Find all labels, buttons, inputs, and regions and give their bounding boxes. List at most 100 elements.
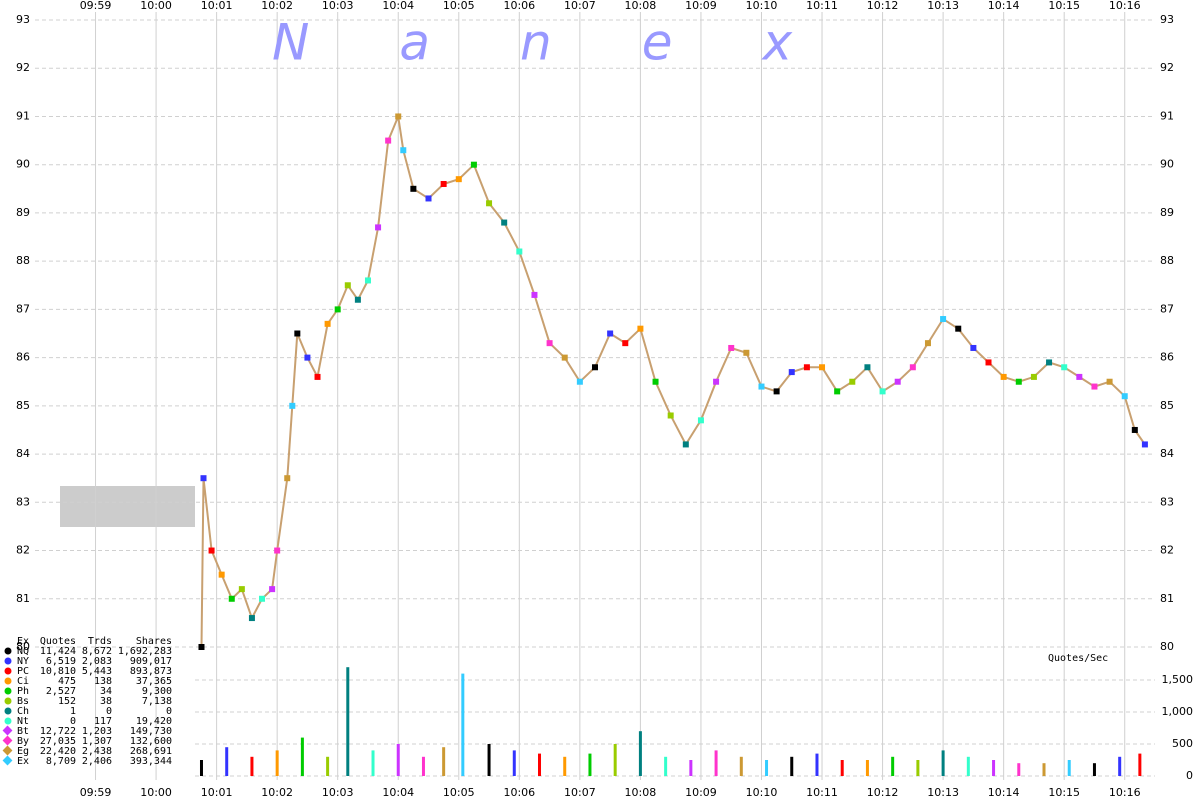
price-marker	[259, 595, 266, 602]
legend-cell: 268,691	[130, 746, 172, 757]
y-tick-label-right: 81	[1160, 592, 1174, 605]
price-marker	[284, 475, 291, 482]
price-marker	[269, 586, 276, 593]
volume-bar	[815, 753, 819, 776]
x-tick-label: 10:13	[927, 786, 959, 799]
volume-bar	[275, 750, 279, 776]
price-marker	[728, 344, 735, 351]
legend-cell: 2,083	[82, 656, 112, 667]
volume-bar	[250, 756, 254, 776]
legend-cell: 7,138	[142, 696, 172, 707]
volume-bar	[765, 760, 769, 776]
x-tick-label: 10:14	[988, 786, 1020, 799]
legend-cell: 11,424	[40, 646, 76, 657]
legend-cell: 893,873	[130, 666, 172, 677]
price-marker	[637, 325, 644, 332]
legend-marker	[4, 717, 12, 725]
legend-cell: 19,420	[136, 716, 172, 727]
legend-cell: 6,519	[46, 656, 76, 667]
price-marker	[652, 378, 659, 385]
legend-cell: 1,203	[82, 726, 112, 737]
legend-marker	[4, 677, 12, 685]
y2-tick-label: 500	[1172, 737, 1193, 750]
legend-marker	[4, 707, 12, 715]
x-tick-label-top: 09:59	[80, 0, 112, 12]
price-marker	[849, 378, 856, 385]
legend-cell: 9,300	[142, 686, 172, 697]
x-tick-label-top: 10:07	[564, 0, 596, 12]
price-marker	[909, 364, 916, 371]
volume-bar	[790, 756, 794, 776]
volume-bar	[1118, 756, 1122, 776]
volume-bar	[199, 760, 203, 776]
y-tick-label-right: 85	[1160, 399, 1174, 412]
price-marker	[304, 354, 311, 361]
price-marker	[440, 180, 447, 187]
price-marker	[410, 185, 417, 192]
x-tick-label-top: 10:15	[1048, 0, 1080, 12]
price-marker	[1076, 373, 1083, 380]
volume-bar	[664, 756, 668, 776]
volume-bar	[941, 750, 945, 776]
legend-cell: 0	[166, 706, 172, 717]
legend-cell: 152	[58, 696, 76, 707]
legend-cell: Ex	[17, 756, 29, 767]
price-marker	[1121, 393, 1128, 400]
price-marker	[228, 595, 235, 602]
x-tick-label: 10:12	[867, 786, 899, 799]
y-tick-label: 93	[16, 13, 30, 26]
x-tick-label: 10:09	[685, 786, 717, 799]
y-tick-label: 89	[16, 206, 30, 219]
price-marker	[248, 615, 255, 622]
legend-cell: 34	[100, 686, 112, 697]
x-tick-label-top: 10:05	[443, 0, 475, 12]
y-tick-label-right: 82	[1160, 544, 1174, 557]
price-marker	[395, 113, 402, 120]
price-marker	[940, 316, 947, 323]
legend-cell: Ch	[17, 706, 29, 717]
volume-bar	[326, 756, 330, 776]
price-marker	[803, 364, 810, 371]
price-marker	[218, 571, 225, 578]
volume-label: Quotes/Sec	[1048, 653, 1108, 664]
price-marker	[198, 644, 205, 650]
y-tick-label-right: 86	[1160, 351, 1174, 364]
legend-cell: 1,307	[82, 736, 112, 747]
price-marker	[834, 388, 841, 395]
price-marker	[894, 378, 901, 385]
x-tick-label: 10:08	[625, 786, 657, 799]
y-tick-label: 84	[16, 447, 30, 460]
y-tick-label-right: 83	[1160, 495, 1174, 508]
price-marker	[455, 176, 462, 183]
price-marker	[375, 224, 382, 231]
price-marker	[1030, 373, 1037, 380]
plot	[198, 112, 1148, 776]
volume-bar	[538, 753, 542, 776]
price-marker	[208, 547, 215, 554]
x-tick-label-top: 10:01	[201, 0, 233, 12]
volume-bar	[689, 760, 693, 776]
legend-cell: Bt	[17, 726, 29, 737]
price-marker	[531, 291, 538, 298]
price-marker	[501, 219, 508, 226]
price-marker	[1091, 383, 1098, 390]
legend-cell: NQ	[17, 646, 29, 657]
price-marker	[697, 417, 704, 424]
price-marker	[955, 325, 962, 332]
volume-bar	[563, 756, 567, 776]
x-tick-label: 10:02	[261, 786, 293, 799]
price-marker	[486, 200, 493, 207]
legend-cell: 149,730	[130, 726, 172, 737]
volume-bar	[840, 760, 844, 776]
y-tick-label-right: 80	[1160, 640, 1174, 653]
x-tick-label: 10:04	[382, 786, 414, 799]
y2-tick-label: 0	[1186, 769, 1193, 782]
y-tick-label-right: 87	[1160, 302, 1174, 315]
price-marker	[1131, 426, 1138, 433]
price-marker	[1015, 378, 1022, 385]
legend-marker	[4, 697, 12, 705]
legend-cell: 37,365	[136, 676, 172, 687]
volume-bar	[865, 760, 869, 776]
x-tick-label-top: 10:03	[322, 0, 354, 12]
